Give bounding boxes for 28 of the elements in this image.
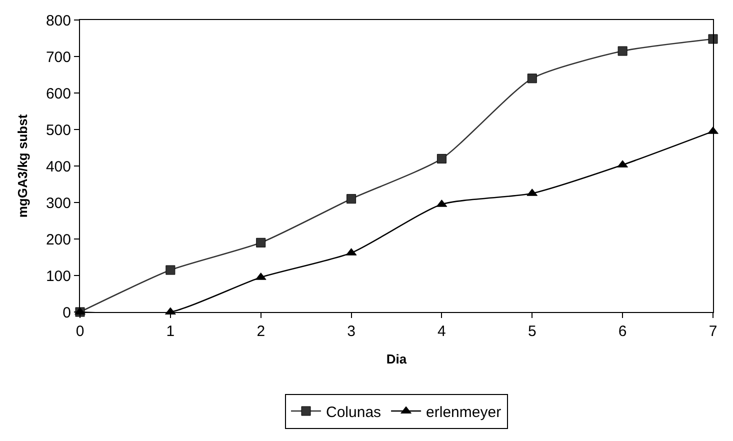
y-tick-label: 800 [46, 12, 71, 30]
x-tick-label: 7 [708, 323, 718, 340]
x-tick-label: 2 [256, 323, 266, 340]
y-tick-label: 100 [46, 268, 71, 285]
x-tick-label: 4 [438, 323, 446, 340]
point [618, 46, 628, 56]
x-tick-label: 5 [528, 323, 536, 340]
y-tick-label: 500 [46, 122, 71, 139]
x-tick-label: 6 [618, 323, 627, 340]
x-tick-label: 1 [166, 323, 175, 340]
x-tick-label: 3 [347, 323, 356, 340]
point [436, 154, 446, 164]
legend-label: erlenmeyer [426, 404, 502, 421]
y-tick-label: 200 [46, 231, 71, 248]
y-tick-label: 300 [46, 194, 71, 212]
y-tick-label: 400 [46, 158, 71, 176]
y-tick-label: 700 [46, 48, 71, 66]
y-tick-label: 600 [46, 85, 71, 102]
point [346, 194, 356, 204]
point [256, 238, 266, 248]
legend-label: Colunas [326, 404, 382, 421]
y-tick-label: 0 [62, 304, 71, 322]
point [166, 265, 176, 275]
point [708, 34, 718, 44]
x-axis-title: Dia [386, 352, 408, 367]
point [527, 74, 537, 84]
y-axis-title: mgGA3/kg subst [14, 114, 30, 218]
x-tick-label: 0 [76, 323, 84, 340]
